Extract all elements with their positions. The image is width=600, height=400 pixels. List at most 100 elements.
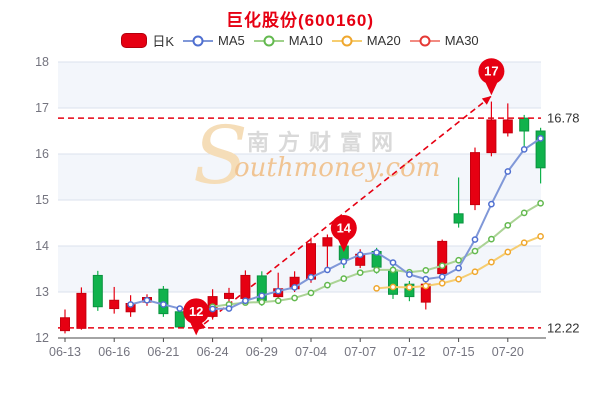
badge-label: 17 — [484, 64, 498, 79]
x-tick-label: 07-04 — [295, 345, 327, 359]
ma20-marker-icon — [504, 248, 512, 256]
ma20-marker-icon — [389, 283, 397, 291]
ma20-marker-icon — [422, 282, 430, 290]
ma10-marker-icon — [455, 256, 462, 264]
ma10-marker-icon — [324, 281, 331, 289]
ma5-marker-icon — [488, 200, 495, 208]
ma10-marker-icon — [307, 289, 315, 297]
legend-label: MA5 — [218, 33, 245, 48]
y-tick-label: 15 — [35, 193, 49, 207]
badge-label: 12 — [189, 304, 203, 319]
ma5-marker-icon — [356, 251, 364, 259]
ma10-marker-icon — [488, 235, 495, 243]
candle-body — [470, 152, 480, 206]
ma5-marker-icon — [291, 284, 298, 291]
candle-body — [535, 130, 546, 169]
legend-label: MA30 — [444, 33, 479, 48]
legend-item-ma5: MA5 — [183, 33, 245, 48]
ma5-marker-icon — [274, 287, 282, 295]
x-tick-label: 07-12 — [393, 345, 425, 359]
candle-body — [224, 292, 234, 299]
ma5-marker-icon — [406, 271, 413, 278]
ma5-marker-icon — [422, 275, 430, 283]
legend-item-dayk: 日K — [121, 31, 174, 50]
candle-body — [240, 274, 251, 299]
x-tick-label: 06-21 — [147, 345, 179, 359]
ma5-marker-icon — [373, 249, 380, 256]
ma20-marker-icon — [406, 284, 413, 291]
ma20-marker-icon — [520, 239, 528, 247]
ma10-marker-icon — [258, 298, 266, 306]
ma10-marker-icon — [389, 266, 397, 274]
x-tick-label: 06-13 — [49, 345, 81, 359]
ma5-marker-icon — [324, 266, 331, 274]
ma20-marker-icon — [471, 268, 479, 276]
ref-line-label: 16.78 — [547, 111, 580, 126]
ma5-marker-icon — [438, 273, 446, 281]
ma5-marker-icon — [127, 301, 134, 308]
watermark-brand-cn: 南方财富网 — [247, 130, 402, 155]
y-tick-label: 13 — [35, 285, 49, 299]
y-tick-label: 16 — [35, 147, 49, 161]
ma5-marker-icon — [160, 301, 167, 308]
ma5-marker-icon — [504, 168, 512, 175]
ma5-marker-icon — [471, 236, 479, 243]
ma5-marker-icon — [242, 297, 249, 305]
ma5-marker-icon — [520, 146, 528, 153]
arrowhead-icon — [481, 96, 492, 105]
ma20-marker-icon — [438, 279, 446, 287]
ref-line: 12.22 — [58, 320, 580, 335]
legend-item-ma10: MA10 — [253, 33, 323, 48]
ref-line-label: 12.22 — [547, 320, 580, 335]
ma10-line-icon — [253, 35, 284, 46]
ref-line: 16.78 — [58, 111, 580, 126]
ma20-series — [373, 232, 544, 292]
ma5-marker-icon — [340, 258, 348, 265]
candle-body — [453, 213, 464, 224]
candle-body — [76, 292, 87, 329]
candle-body — [109, 299, 120, 310]
ma10-marker-icon — [504, 221, 512, 229]
ma10-marker-icon — [438, 262, 446, 270]
ma20-marker-icon — [537, 232, 544, 240]
candle-body — [174, 311, 185, 328]
y-tick-label: 17 — [35, 101, 49, 115]
x-tick-label: 07-20 — [492, 345, 524, 359]
y-tick-label: 12 — [35, 331, 49, 345]
candle-body — [60, 317, 70, 332]
ma10-marker-icon — [291, 294, 298, 302]
legend-item-ma20: MA20 — [331, 33, 401, 48]
x-tick-label: 07-07 — [344, 345, 376, 359]
page-title: 巨化股份(600160) — [225, 11, 375, 30]
candle-body — [486, 119, 497, 154]
watermark-brand-en: outhmoney.com — [234, 153, 440, 183]
ma20-marker-icon — [373, 284, 380, 292]
y-tick-label: 18 — [35, 55, 49, 69]
candle-body — [306, 243, 316, 280]
x-tick-label: 07-15 — [443, 345, 475, 359]
ma20-line-icon — [331, 35, 362, 46]
ma10-marker-icon — [422, 267, 430, 274]
ma10-marker-icon — [274, 297, 282, 305]
price-badge: 14 — [330, 215, 357, 253]
candle-body — [519, 117, 530, 132]
ma5-marker-icon — [143, 296, 151, 304]
x-tick-label: 06-16 — [98, 345, 130, 359]
legend-item-ma30: MA30 — [409, 33, 479, 48]
ma5-marker-icon — [176, 305, 184, 312]
ma5-marker-icon — [455, 264, 462, 272]
y-tick-label: 14 — [35, 239, 49, 253]
axes: 12 13 14 15 16 17 18 06-13 06-16 06-21 06-24 06-29 0… — [35, 55, 546, 359]
ma5-marker-icon — [389, 259, 397, 266]
badge-label: 14 — [337, 221, 352, 236]
chart-legend: 日K MA5 MA10 MA20 MA30 — [0, 31, 600, 50]
ma10-marker-icon — [340, 275, 348, 283]
candle-body — [388, 269, 398, 295]
watermark-initial: S — [193, 109, 248, 202]
legend-label: MA10 — [288, 33, 323, 48]
ma10-marker-icon — [537, 199, 544, 207]
ma10-marker-icon — [471, 247, 479, 255]
ma5-marker-icon — [225, 305, 233, 312]
